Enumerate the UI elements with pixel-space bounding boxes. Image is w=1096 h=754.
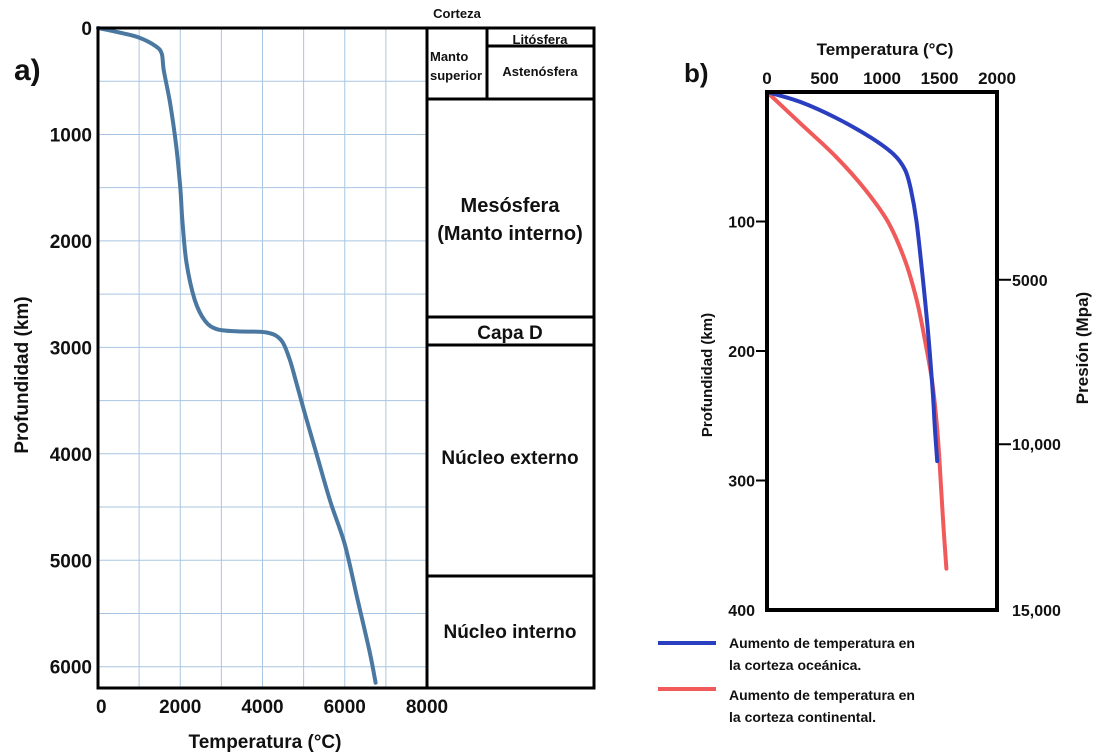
panel-b-y2-axis-title: Presión (Mpa) — [1073, 292, 1092, 404]
top-x-tick-label: 1500 — [921, 69, 959, 88]
panel-b-curves — [765, 90, 949, 571]
top-x-tick-label: 2000 — [978, 69, 1016, 88]
layer-label-mesosfera-line2: (Manto interno) — [437, 223, 583, 245]
y-tick-label: 400 — [728, 603, 755, 620]
layer-label-litosfera: Litósfera — [513, 32, 569, 47]
panel-a-ticks: 0 2000 4000 6000 8000 0 1000 2000 3000 4000 5000 60… — [50, 19, 448, 718]
panel-a-label: a) — [14, 54, 41, 87]
legend-label-continental-line2: la corteza continental. — [729, 709, 876, 725]
y2-tick-label: 15,000 — [1012, 603, 1061, 620]
y-tick-label: 1000 — [50, 125, 92, 146]
panel-b-ticks: 0 500 1000 1500 2000 100 200 300 400 5000 10,000 15… — [728, 69, 1061, 620]
x-tick-label: 2000 — [159, 697, 201, 718]
y2-tick-label: 10,000 — [1012, 437, 1061, 454]
panel-b-label: b) — [684, 58, 709, 88]
panel-a-curve — [96, 26, 378, 685]
temperature-depth-curve — [96, 26, 378, 685]
y2-tick-label: 5000 — [1012, 273, 1048, 290]
x-tick-label: 8000 — [406, 697, 448, 718]
panel-a-plot-frame — [96, 26, 429, 690]
legend-label-oceanica-line1: Aumento de temperatura en — [729, 635, 915, 651]
layer-label-manto-line1: Manto — [430, 49, 468, 64]
panel-a-x-axis-title: Temperatura (°C) — [189, 732, 342, 753]
layer-label-capa-d: Capa D — [477, 323, 542, 344]
y-tick-label: 200 — [728, 344, 755, 361]
y-tick-label: 0 — [81, 19, 92, 40]
x-tick-label: 4000 — [241, 697, 283, 718]
layer-label-corteza: Corteza — [433, 6, 481, 21]
x-tick-label: 0 — [96, 697, 107, 718]
panel-b-x-axis-title: Temperatura (°C) — [817, 40, 954, 59]
panel-a-y-axis-title: Profundidad (km) — [12, 296, 33, 453]
y-tick-label: 4000 — [50, 445, 92, 466]
y-tick-label: 6000 — [50, 658, 92, 679]
legend-label-continental-line1: Aumento de temperatura en — [729, 687, 915, 703]
panel-a-layer-boxes — [425, 26, 596, 690]
layer-label-astenosfera: Astenósfera — [502, 64, 578, 79]
y-tick-label: 5000 — [50, 551, 92, 572]
panel-a-grid — [98, 28, 427, 688]
layer-column-frame — [425, 26, 596, 690]
top-x-tick-label: 500 — [810, 69, 838, 88]
x-tick-label: 6000 — [324, 697, 366, 718]
legend-label-oceanica-line2: la corteza oceánica. — [729, 657, 861, 673]
layer-label-mesosfera-line1: Mesósfera — [461, 195, 561, 217]
layer-label-manto-line2: superior — [430, 68, 482, 83]
continental-crust-curve — [765, 90, 949, 571]
y-tick-label: 100 — [728, 215, 755, 232]
top-x-tick-label: 1000 — [863, 69, 901, 88]
layer-label-nucleo-externo: Núcleo externo — [441, 448, 578, 469]
y-tick-label: 2000 — [50, 232, 92, 253]
oceanic-crust-curve — [765, 90, 940, 464]
y-tick-label: 3000 — [50, 338, 92, 359]
y-tick-label: 300 — [728, 474, 755, 491]
top-x-tick-label: 0 — [762, 69, 771, 88]
panel-b-plot-frame — [765, 90, 999, 612]
layer-label-nucleo-interno: Núcleo interno — [443, 622, 576, 643]
panel-b-y-axis-title: Profundidad (km) — [699, 313, 716, 437]
